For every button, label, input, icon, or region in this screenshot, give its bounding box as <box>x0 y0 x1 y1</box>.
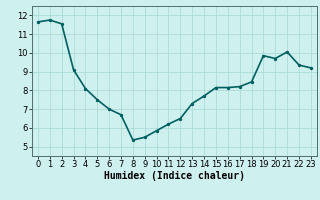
X-axis label: Humidex (Indice chaleur): Humidex (Indice chaleur) <box>104 171 245 181</box>
